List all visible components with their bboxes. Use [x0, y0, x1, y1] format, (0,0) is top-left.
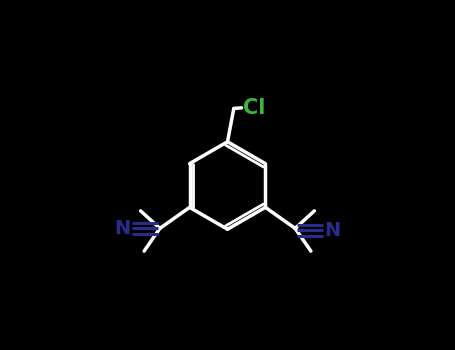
- Text: N: N: [324, 220, 341, 240]
- Text: N: N: [114, 219, 131, 238]
- Text: Cl: Cl: [243, 98, 266, 118]
